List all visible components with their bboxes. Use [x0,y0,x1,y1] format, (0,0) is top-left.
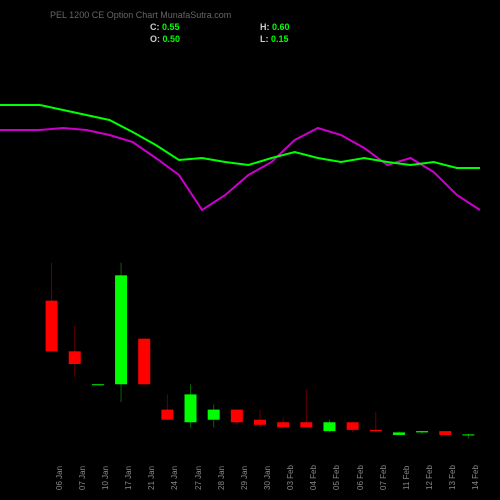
x-tick-label: 06 Feb [356,465,365,490]
x-tick-label: 04 Feb [309,465,318,490]
x-tick-label: 29 Jan [240,466,249,490]
x-tick-label: 27 Jan [194,466,203,490]
x-tick-label: 10 Jan [101,466,110,490]
x-tick-label: 07 Jan [78,466,87,490]
chart-svg [0,0,500,500]
x-tick-label: 05 Feb [332,465,341,490]
chart-container: PEL 1200 CE Option Chart MunafaSutra.com… [0,0,500,500]
x-tick-label: 28 Jan [217,466,226,490]
x-tick-label: 24 Jan [170,466,179,490]
x-tick-label: 07 Feb [379,465,388,490]
x-tick-label: 21 Jan [147,466,156,490]
x-tick-label: 03 Feb [286,465,295,490]
x-tick-label: 06 Jan [55,466,64,490]
x-tick-label: 30 Jan [263,466,272,490]
x-tick-label: 12 Feb [425,465,434,490]
x-tick-label: 17 Jan [124,466,133,490]
x-tick-label: 11 Feb [402,466,411,490]
x-tick-label: 14 Feb [471,465,480,490]
x-tick-label: 13 Feb [448,465,457,490]
